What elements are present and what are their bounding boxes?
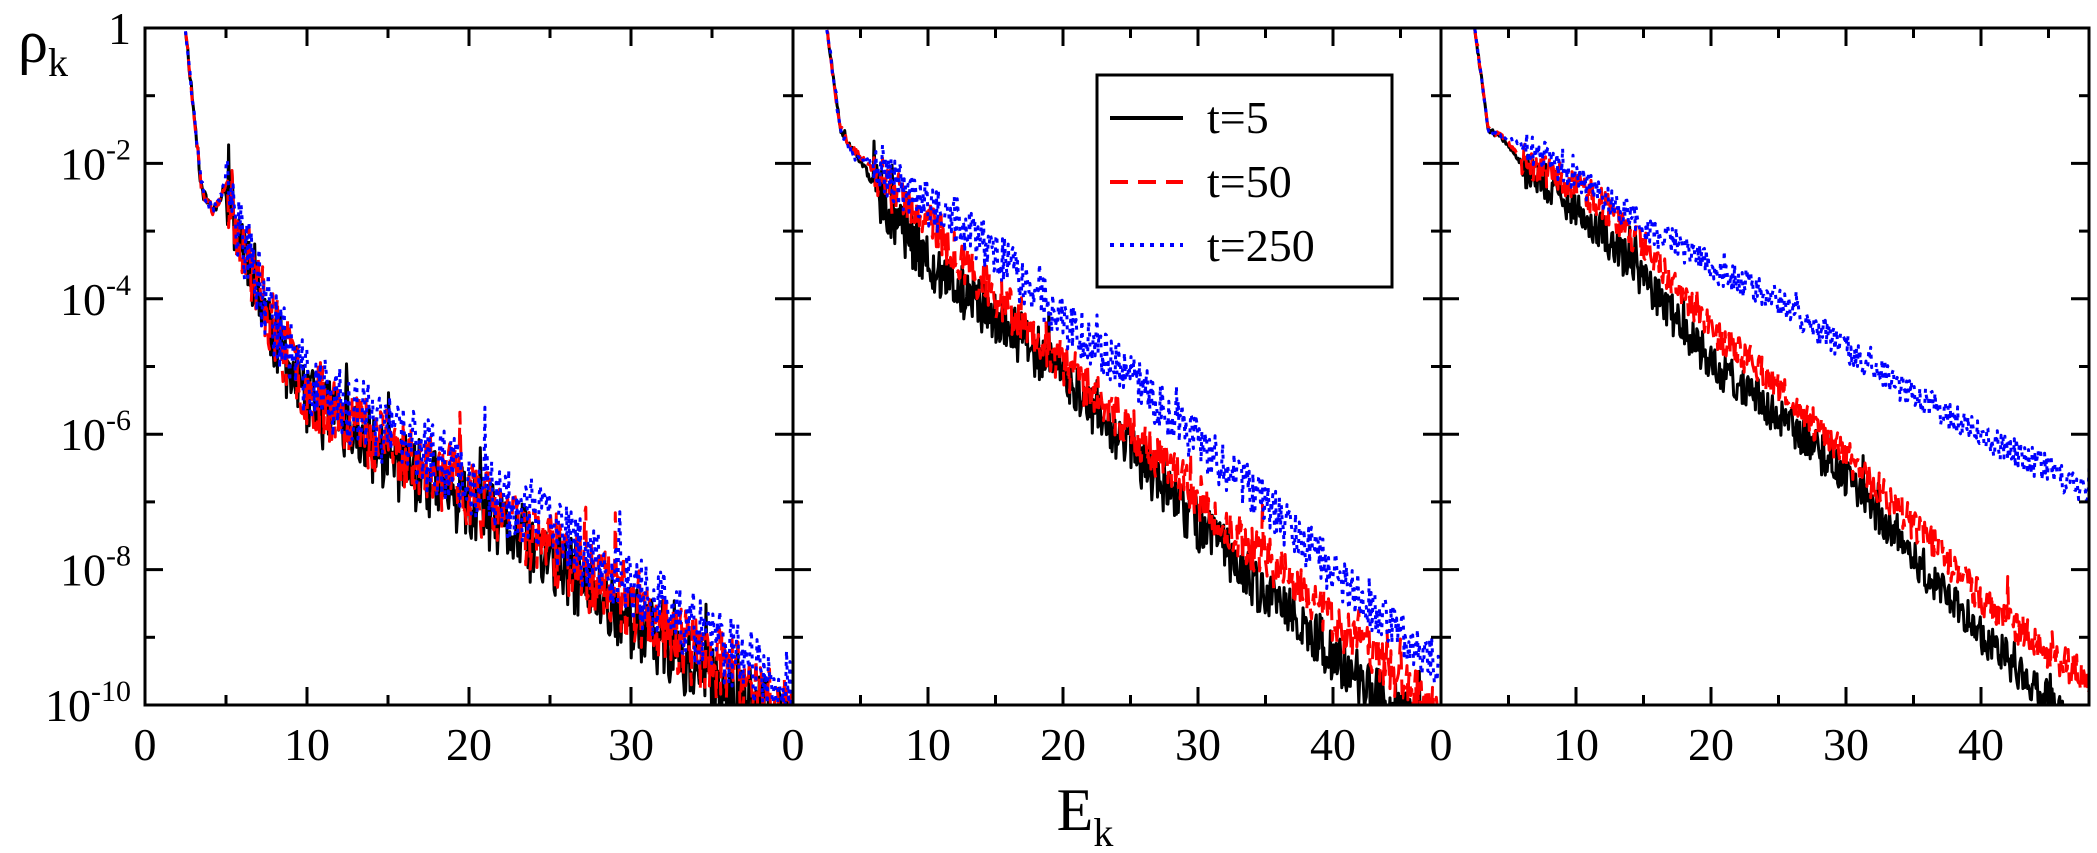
series-layer-middle	[825, 29, 1441, 705]
series-layer-left	[184, 31, 793, 705]
x-tick-label-middle-20: 20	[1040, 719, 1086, 770]
legend: t=5 t=50 t=250	[1095, 73, 1394, 289]
y-axis-label-main: ρ	[18, 9, 48, 75]
series-t250-left	[184, 31, 793, 705]
panel-left: 0 10 20 30 1 10-2 10-4 10-6 10-8 10-10	[45, 3, 795, 770]
tick-layer-left: 0 10 20 30 1 10-2 10-4 10-6 10-8 10-10	[45, 3, 795, 770]
legend-box	[1095, 73, 1394, 289]
series-t50-left	[184, 31, 793, 705]
series-t250-middle	[825, 29, 1441, 685]
x-axis-label: Ek	[1057, 777, 1114, 853]
series-t250-right	[1473, 28, 2089, 502]
x-tick-label-left-30: 30	[608, 719, 654, 770]
x-tick-label-left-20: 20	[446, 719, 492, 770]
y-tick-label-minus8: 10-8	[60, 540, 131, 596]
y-tick-label-minus6: 10-6	[60, 404, 131, 460]
y-tick-label-1: 1	[108, 3, 131, 54]
legend-label-t250: t=250	[1207, 220, 1315, 271]
x-axis-label-sub: k	[1093, 810, 1113, 853]
series-t50-middle	[825, 29, 1439, 705]
x-tick-label-left-10: 10	[284, 719, 330, 770]
x-tick-label-middle-0: 0	[782, 719, 805, 770]
legend-entry-t250: t=250	[1110, 220, 1315, 271]
y-axis-label: ρk	[18, 9, 68, 85]
panel-middle: 0 10 20 30 40	[782, 26, 1443, 770]
y-tick-label-minus4: 10-4	[60, 269, 131, 325]
x-tick-label-right-10: 10	[1553, 719, 1599, 770]
y-tick-label-minus2: 10-2	[60, 133, 131, 189]
plot-frame-right	[1439, 26, 2091, 707]
x-tick-label-right-40: 40	[1958, 719, 2004, 770]
series-t50-right	[1473, 29, 2089, 697]
x-tick-label-left-0: 0	[134, 719, 157, 770]
x-tick-label-right-20: 20	[1688, 719, 1734, 770]
legend-entry-t5: t=5	[1110, 92, 1269, 143]
x-tick-label-right-30: 30	[1823, 719, 1869, 770]
legend-label-t50: t=50	[1207, 156, 1292, 207]
x-tick-label-middle-10: 10	[905, 719, 951, 770]
x-axis-label-main: E	[1057, 777, 1094, 843]
x-tick-label-right-0: 0	[1430, 719, 1453, 770]
series-t5-right	[1473, 29, 2065, 705]
plot-frame-left	[143, 26, 795, 707]
legend-label-t5: t=5	[1207, 92, 1269, 143]
x-tick-label-middle-40: 40	[1310, 719, 1356, 770]
y-axis-label-sub: k	[48, 40, 68, 85]
tick-layer-right: 0 10 20 30 40	[1430, 26, 2089, 770]
x-tick-label-middle-30: 30	[1175, 719, 1221, 770]
y-tick-label-minus10: 10-10	[45, 675, 131, 731]
legend-entry-t50: t=50	[1110, 156, 1292, 207]
series-layer-right	[1473, 28, 2089, 705]
panel-right: 0 10 20 30 40	[1430, 26, 2091, 770]
